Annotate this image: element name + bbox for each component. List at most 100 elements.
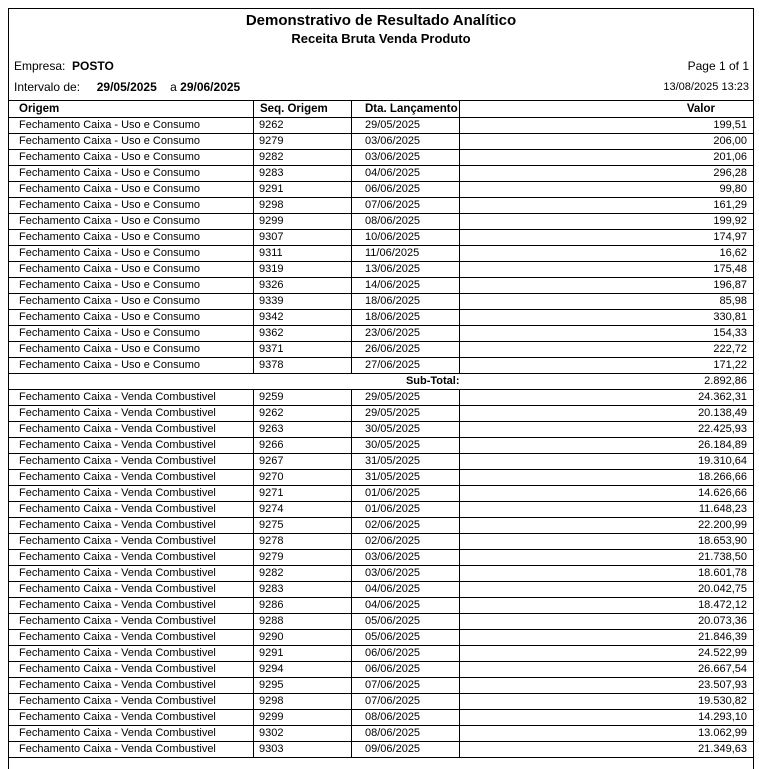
table-row: Fechamento Caixa - Venda Combustivel 9295…: [8, 677, 754, 694]
dta-lancamento-cell: 18/06/2025: [351, 293, 460, 310]
table-row: Fechamento Caixa - Venda Combustivel 9288…: [8, 613, 754, 630]
seq-origem-cell: 9290: [253, 629, 352, 646]
date-range: Intervalo de: 29/05/2025 a 29/06/2025: [14, 80, 240, 94]
table-row: Fechamento Caixa - Uso e Consumo 9326 14/0…: [8, 277, 754, 294]
valor-cell: 21.846,39: [459, 629, 754, 646]
table-row: Fechamento Caixa - Venda Combustivel 9286…: [8, 597, 754, 614]
table-row: Fechamento Caixa - Uso e Consumo 9307 10/0…: [8, 229, 754, 246]
dta-lancamento-cell: 31/05/2025: [351, 453, 460, 470]
origem-cell: Fechamento Caixa - Venda Combustivel: [8, 693, 254, 710]
origem-cell: Fechamento Caixa - Venda Combustivel: [8, 549, 254, 566]
origem-cell: Fechamento Caixa - Uso e Consumo: [8, 245, 254, 262]
table-row: Fechamento Caixa - Venda Combustivel 9270…: [8, 469, 754, 486]
table-header: Origem Seq. Origem Dta. Lançamento Valor: [8, 100, 754, 118]
dta-lancamento-cell: 27/06/2025: [351, 357, 460, 374]
origem-cell: Fechamento Caixa - Uso e Consumo: [8, 325, 254, 342]
table-row: Fechamento Caixa - Venda Combustivel 9290…: [8, 629, 754, 646]
valor-cell: 18.266,66: [459, 469, 754, 486]
origem-cell: Fechamento Caixa - Uso e Consumo: [8, 309, 254, 326]
origem-cell: Fechamento Caixa - Venda Combustivel: [8, 405, 254, 422]
table-row: Fechamento Caixa - Uso e Consumo 9311 11/0…: [8, 245, 754, 262]
dta-lancamento-cell: 29/05/2025: [351, 117, 460, 134]
seq-origem-cell: 9275: [253, 517, 352, 534]
valor-cell: 19.530,82: [459, 693, 754, 710]
table-row: Fechamento Caixa - Venda Combustivel 9279…: [8, 549, 754, 566]
date-to: 29/06/2025: [180, 80, 241, 94]
seq-origem-cell: 9298: [253, 197, 352, 214]
dta-lancamento-cell: 10/06/2025: [351, 229, 460, 246]
table-body: Fechamento Caixa - Uso e Consumo 9262 29/0…: [8, 117, 754, 758]
table-row: Fechamento Caixa - Venda Combustivel 9302…: [8, 725, 754, 742]
table-row: Fechamento Caixa - Uso e Consumo 9283 04/0…: [8, 165, 754, 182]
header-dta-lancamento: Dta. Lançamento: [351, 100, 460, 118]
seq-origem-cell: 9266: [253, 437, 352, 454]
seq-origem-cell: 9362: [253, 325, 352, 342]
seq-origem-cell: 9283: [253, 581, 352, 598]
dta-lancamento-cell: 02/06/2025: [351, 517, 460, 534]
origem-cell: Fechamento Caixa - Venda Combustivel: [8, 533, 254, 550]
dta-lancamento-cell: 04/06/2025: [351, 581, 460, 598]
origem-cell: Fechamento Caixa - Uso e Consumo: [8, 181, 254, 198]
table-row: Fechamento Caixa - Uso e Consumo 9362 23/0…: [8, 325, 754, 342]
origem-cell: Fechamento Caixa - Uso e Consumo: [8, 197, 254, 214]
valor-cell: 154,33: [459, 325, 754, 342]
dta-lancamento-cell: 23/06/2025: [351, 325, 460, 342]
dta-lancamento-cell: 29/05/2025: [351, 405, 460, 422]
subtotal-row: Sub-Total: 2.892,86: [8, 373, 754, 390]
origem-cell: Fechamento Caixa - Venda Combustivel: [8, 581, 254, 598]
origem-cell: Fechamento Caixa - Venda Combustivel: [8, 661, 254, 678]
origem-cell: Fechamento Caixa - Venda Combustivel: [8, 677, 254, 694]
table-row: Fechamento Caixa - Venda Combustivel 9271…: [8, 485, 754, 502]
dta-lancamento-cell: 06/06/2025: [351, 661, 460, 678]
origem-cell: Fechamento Caixa - Uso e Consumo: [8, 357, 254, 374]
valor-cell: 13.062,99: [459, 725, 754, 742]
table-row: Fechamento Caixa - Venda Combustivel 9259…: [8, 389, 754, 406]
seq-origem-cell: 9371: [253, 341, 352, 358]
interval-label: Intervalo de:: [14, 80, 81, 94]
table-row: Fechamento Caixa - Venda Combustivel 9263…: [8, 421, 754, 438]
header-valor: Valor: [459, 100, 754, 118]
date-separator: a: [170, 80, 177, 94]
seq-origem-cell: 9302: [253, 725, 352, 742]
dta-lancamento-cell: 08/06/2025: [351, 213, 460, 230]
valor-cell: 20.138,49: [459, 405, 754, 422]
origem-cell: Fechamento Caixa - Venda Combustivel: [8, 437, 254, 454]
seq-origem-cell: 9259: [253, 389, 352, 406]
valor-cell: 85,98: [459, 293, 754, 310]
dta-lancamento-cell: 03/06/2025: [351, 549, 460, 566]
table-row: Fechamento Caixa - Venda Combustivel 9267…: [8, 453, 754, 470]
table-row: Fechamento Caixa - Venda Combustivel 9275…: [8, 517, 754, 534]
origem-cell: Fechamento Caixa - Uso e Consumo: [8, 229, 254, 246]
dta-lancamento-cell: 07/06/2025: [351, 693, 460, 710]
origem-cell: Fechamento Caixa - Uso e Consumo: [8, 149, 254, 166]
seq-origem-cell: 9378: [253, 357, 352, 374]
dta-lancamento-cell: 01/06/2025: [351, 485, 460, 502]
seq-origem-cell: 9288: [253, 613, 352, 630]
seq-origem-cell: 9299: [253, 213, 352, 230]
dta-lancamento-cell: 06/06/2025: [351, 645, 460, 662]
origem-cell: Fechamento Caixa - Venda Combustivel: [8, 741, 254, 758]
valor-cell: 14.626,66: [459, 485, 754, 502]
valor-cell: 199,92: [459, 213, 754, 230]
seq-origem-cell: 9339: [253, 293, 352, 310]
origem-cell: Fechamento Caixa - Venda Combustivel: [8, 565, 254, 582]
seq-origem-cell: 9299: [253, 709, 352, 726]
origem-cell: Fechamento Caixa - Venda Combustivel: [8, 517, 254, 534]
dta-lancamento-cell: 29/05/2025: [351, 389, 460, 406]
origem-cell: Fechamento Caixa - Venda Combustivel: [8, 421, 254, 438]
table-row: Fechamento Caixa - Uso e Consumo 9291 06/0…: [8, 181, 754, 198]
valor-cell: 99,80: [459, 181, 754, 198]
valor-cell: 206,00: [459, 133, 754, 150]
origem-cell: Fechamento Caixa - Uso e Consumo: [8, 213, 254, 230]
dta-lancamento-cell: 03/06/2025: [351, 133, 460, 150]
origem-cell: Fechamento Caixa - Uso e Consumo: [8, 277, 254, 294]
seq-origem-cell: 9286: [253, 597, 352, 614]
table-row: Fechamento Caixa - Uso e Consumo 9371 26/0…: [8, 341, 754, 358]
dta-lancamento-cell: 05/06/2025: [351, 613, 460, 630]
origem-cell: Fechamento Caixa - Uso e Consumo: [8, 293, 254, 310]
report-table: Origem Seq. Origem Dta. Lançamento Valor…: [8, 100, 754, 758]
dta-lancamento-cell: 08/06/2025: [351, 709, 460, 726]
table-row: Fechamento Caixa - Uso e Consumo 9299 08/0…: [8, 213, 754, 230]
valor-cell: 24.522,99: [459, 645, 754, 662]
dta-lancamento-cell: 30/05/2025: [351, 421, 460, 438]
